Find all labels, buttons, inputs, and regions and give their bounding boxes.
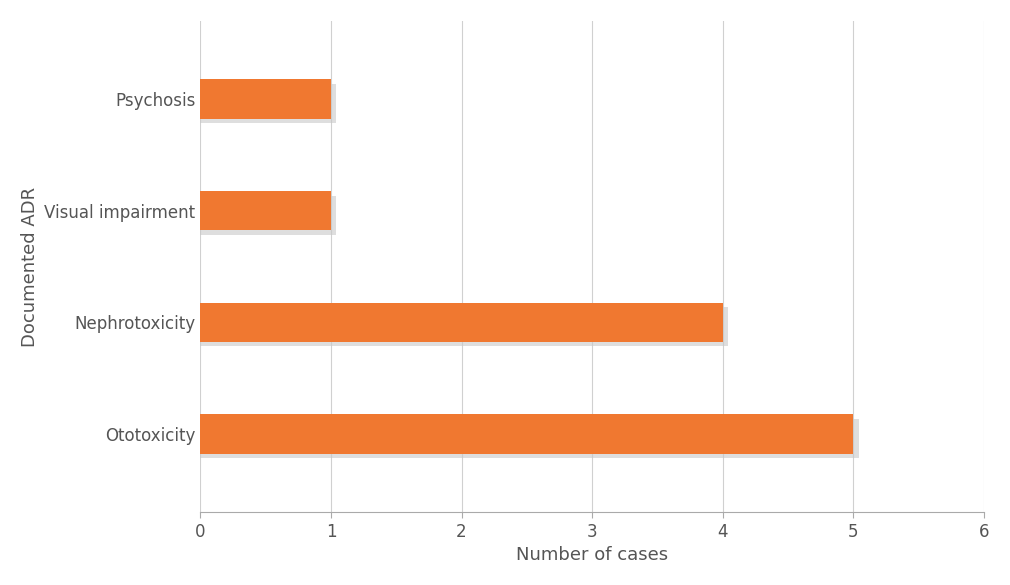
Y-axis label: Documented ADR: Documented ADR: [21, 187, 38, 346]
Bar: [200, 195, 336, 235]
X-axis label: Number of cases: Number of cases: [516, 546, 669, 564]
Bar: [200, 80, 331, 119]
Bar: [200, 303, 723, 342]
Bar: [200, 191, 331, 230]
Bar: [200, 419, 858, 458]
Bar: [200, 415, 853, 453]
Bar: [200, 307, 728, 346]
Bar: [200, 84, 336, 123]
